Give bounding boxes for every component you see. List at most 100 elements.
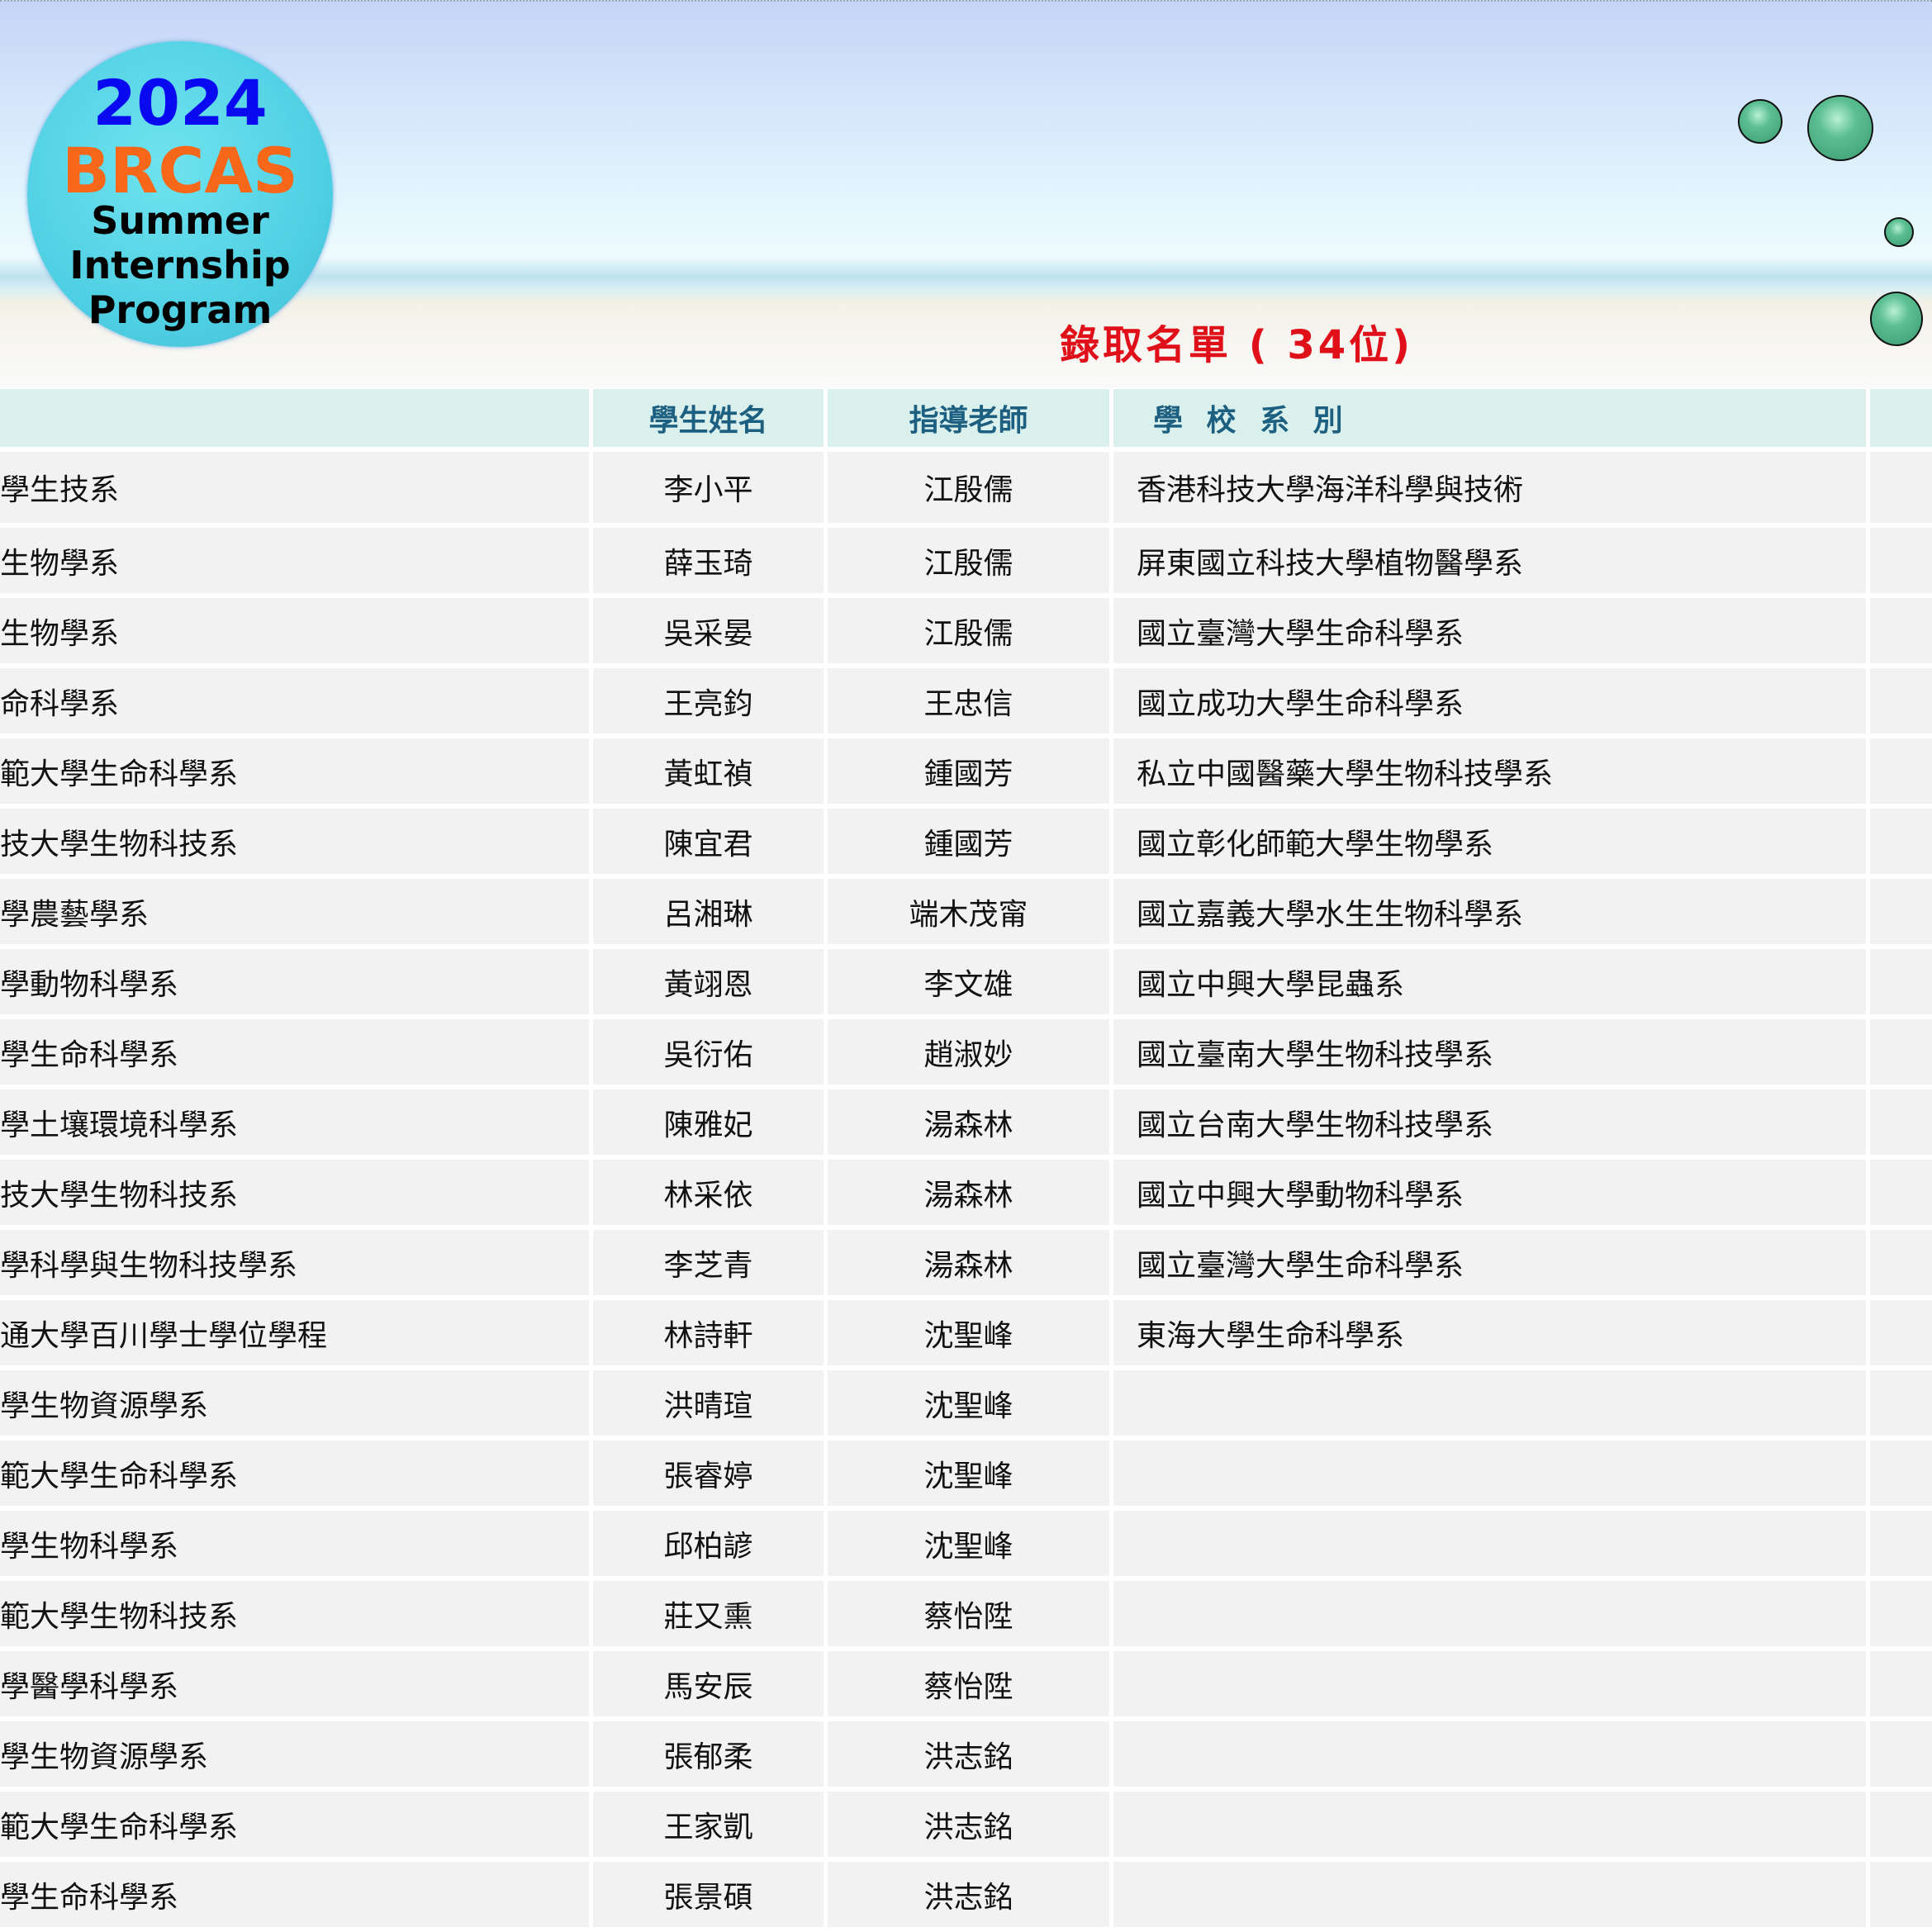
cell-student: 林詩軒 bbox=[593, 1300, 824, 1365]
bubble-icon bbox=[1870, 292, 1923, 346]
cell-advisor: 沈聖峰 bbox=[828, 1441, 1109, 1506]
table-row: 學生命科學系 張景碩 洪志銘 bbox=[0, 1857, 1932, 1927]
cell-right bbox=[1870, 452, 1932, 523]
header-school: 學 校 系 別 bbox=[1113, 389, 1866, 447]
cell-student: 林采依 bbox=[593, 1160, 824, 1225]
cell-left: 命科學系 bbox=[0, 668, 589, 733]
cell-left: 技大學生物科技系 bbox=[0, 1160, 589, 1225]
page-title: 錄取名單 ( 34位) bbox=[1060, 322, 1414, 368]
cell-student: 洪晴瑄 bbox=[593, 1370, 824, 1436]
cell-student: 李芝青 bbox=[593, 1230, 824, 1295]
table-row: 學生命科學系 吳衍佑 趙淑妙 國立臺南大學生物科技學系 bbox=[0, 1014, 1932, 1085]
logo-line1: Summer bbox=[91, 198, 269, 243]
cell-right bbox=[1870, 668, 1932, 733]
header-advisor: 指導老師 bbox=[828, 389, 1109, 447]
cell-student: 莊又熏 bbox=[593, 1581, 824, 1646]
cell-right bbox=[1870, 809, 1932, 874]
cell-school: 國立中興大學動物科學系 bbox=[1113, 1160, 1866, 1225]
table-row: 學動物科學系 黃翊恩 李文雄 國立中興大學昆蟲系 bbox=[0, 944, 1932, 1014]
cell-right bbox=[1870, 1441, 1932, 1506]
cell-right bbox=[1870, 1581, 1932, 1646]
cell-left: 學生技系 bbox=[0, 452, 589, 523]
table-row: 學農藝學系 呂湘琳 端木茂甯 國立嘉義大學水生生物科學系 bbox=[0, 874, 1932, 944]
table-row: 學生物科學系 邱柏諺 沈聖峰 bbox=[0, 1506, 1932, 1576]
cell-advisor: 洪志銘 bbox=[828, 1721, 1109, 1787]
cell-right bbox=[1870, 528, 1932, 593]
cell-advisor: 沈聖峰 bbox=[828, 1370, 1109, 1436]
bubble-icon bbox=[1884, 217, 1914, 247]
cell-school bbox=[1113, 1721, 1866, 1787]
cell-advisor: 李文雄 bbox=[828, 949, 1109, 1014]
cell-student: 黃翊恩 bbox=[593, 949, 824, 1014]
cell-student: 邱柏諺 bbox=[593, 1511, 824, 1576]
cell-school: 國立臺南大學生物科技學系 bbox=[1113, 1019, 1866, 1085]
cell-student: 李小平 bbox=[593, 452, 824, 523]
table-header: 學生姓名 指導老師 學 校 系 別 bbox=[0, 389, 1932, 447]
cell-right bbox=[1870, 738, 1932, 804]
table-row: 通大學百川學士學位學程 林詩軒 沈聖峰 東海大學生命科學系 bbox=[0, 1295, 1932, 1365]
cell-student: 薛玉琦 bbox=[593, 528, 824, 593]
cell-school bbox=[1113, 1370, 1866, 1436]
cell-advisor: 蔡怡陞 bbox=[828, 1581, 1109, 1646]
table-row: 技大學生物科技系 林采依 湯森林 國立中興大學動物科學系 bbox=[0, 1155, 1932, 1225]
cell-left: 學生物科學系 bbox=[0, 1511, 589, 1576]
cell-school: 國立台南大學生物科技學系 bbox=[1113, 1089, 1866, 1155]
cell-right bbox=[1870, 598, 1932, 663]
cell-left: 生物學系 bbox=[0, 528, 589, 593]
cell-left: 範大學生物科技系 bbox=[0, 1581, 589, 1646]
table-row: 學生技系 李小平 江殷儒 香港科技大學海洋科學與技術 bbox=[0, 447, 1932, 523]
logo-org: BRCAS bbox=[62, 134, 298, 207]
logo-line3: Program bbox=[88, 287, 273, 332]
header-student: 學生姓名 bbox=[593, 389, 824, 447]
table-row: 學科學與生物科技學系 李芝青 湯森林 國立臺灣大學生命科學系 bbox=[0, 1225, 1932, 1295]
dotted-border bbox=[0, 0, 1932, 4]
table-row: 範大學生物科技系 莊又熏 蔡怡陞 bbox=[0, 1576, 1932, 1646]
cell-student: 黃虹禎 bbox=[593, 738, 824, 804]
cell-right bbox=[1870, 1792, 1932, 1857]
cell-school: 屏東國立科技大學植物醫學系 bbox=[1113, 528, 1866, 593]
cell-student: 馬安辰 bbox=[593, 1651, 824, 1716]
cell-school bbox=[1113, 1651, 1866, 1716]
cell-right bbox=[1870, 1511, 1932, 1576]
cell-left: 學生命科學系 bbox=[0, 1862, 589, 1927]
cell-student: 王家凱 bbox=[593, 1792, 824, 1857]
cell-school bbox=[1113, 1441, 1866, 1506]
cell-left: 學醫學科學系 bbox=[0, 1651, 589, 1716]
cell-school: 國立中興大學昆蟲系 bbox=[1113, 949, 1866, 1014]
cell-advisor: 端木茂甯 bbox=[828, 879, 1109, 944]
cell-right bbox=[1870, 1862, 1932, 1927]
cell-advisor: 趙淑妙 bbox=[828, 1019, 1109, 1085]
table-row: 範大學生命科學系 張睿婷 沈聖峰 bbox=[0, 1436, 1932, 1506]
cell-right bbox=[1870, 1300, 1932, 1365]
cell-school bbox=[1113, 1511, 1866, 1576]
cell-student: 吳采晏 bbox=[593, 598, 824, 663]
header-right bbox=[1870, 389, 1932, 447]
cell-school: 國立嘉義大學水生生物科學系 bbox=[1113, 879, 1866, 944]
logo-line2: Internship bbox=[69, 243, 291, 287]
cell-advisor: 王忠信 bbox=[828, 668, 1109, 733]
cell-student: 吳衍佑 bbox=[593, 1019, 824, 1085]
cell-student: 張景碩 bbox=[593, 1862, 824, 1927]
table-row: 命科學系 王亮鈞 王忠信 國立成功大學生命科學系 bbox=[0, 663, 1932, 733]
cell-advisor: 沈聖峰 bbox=[828, 1300, 1109, 1365]
bubble-icon bbox=[1807, 95, 1873, 161]
bubble-icon bbox=[1738, 99, 1782, 144]
cell-left: 學生物資源學系 bbox=[0, 1370, 589, 1436]
cell-right bbox=[1870, 1651, 1932, 1716]
cell-advisor: 湯森林 bbox=[828, 1089, 1109, 1155]
cell-right bbox=[1870, 1019, 1932, 1085]
cell-advisor: 湯森林 bbox=[828, 1230, 1109, 1295]
cell-left: 範大學生命科學系 bbox=[0, 1792, 589, 1857]
cell-advisor: 洪志銘 bbox=[828, 1792, 1109, 1857]
program-logo: 2024 BRCAS Summer Internship Program bbox=[27, 41, 333, 347]
table-row: 範大學生命科學系 王家凱 洪志銘 bbox=[0, 1787, 1932, 1857]
cell-left: 學科學與生物科技學系 bbox=[0, 1230, 589, 1295]
cell-left: 學動物科學系 bbox=[0, 949, 589, 1014]
table-body: 學生技系 李小平 江殷儒 香港科技大學海洋科學與技術 生物學系 薛玉琦 江殷儒 屏東國立科技大… bbox=[0, 447, 1932, 1927]
table-row: 學醫學科學系 馬安辰 蔡怡陞 bbox=[0, 1646, 1932, 1716]
cell-school bbox=[1113, 1862, 1866, 1927]
cell-student: 陳雅妃 bbox=[593, 1089, 824, 1155]
cell-school: 私立中國醫藥大學生物科技學系 bbox=[1113, 738, 1866, 804]
table-row: 學土壤環境科學系 陳雅妃 湯森林 國立台南大學生物科技學系 bbox=[0, 1085, 1932, 1155]
logo-year: 2024 bbox=[93, 66, 268, 140]
